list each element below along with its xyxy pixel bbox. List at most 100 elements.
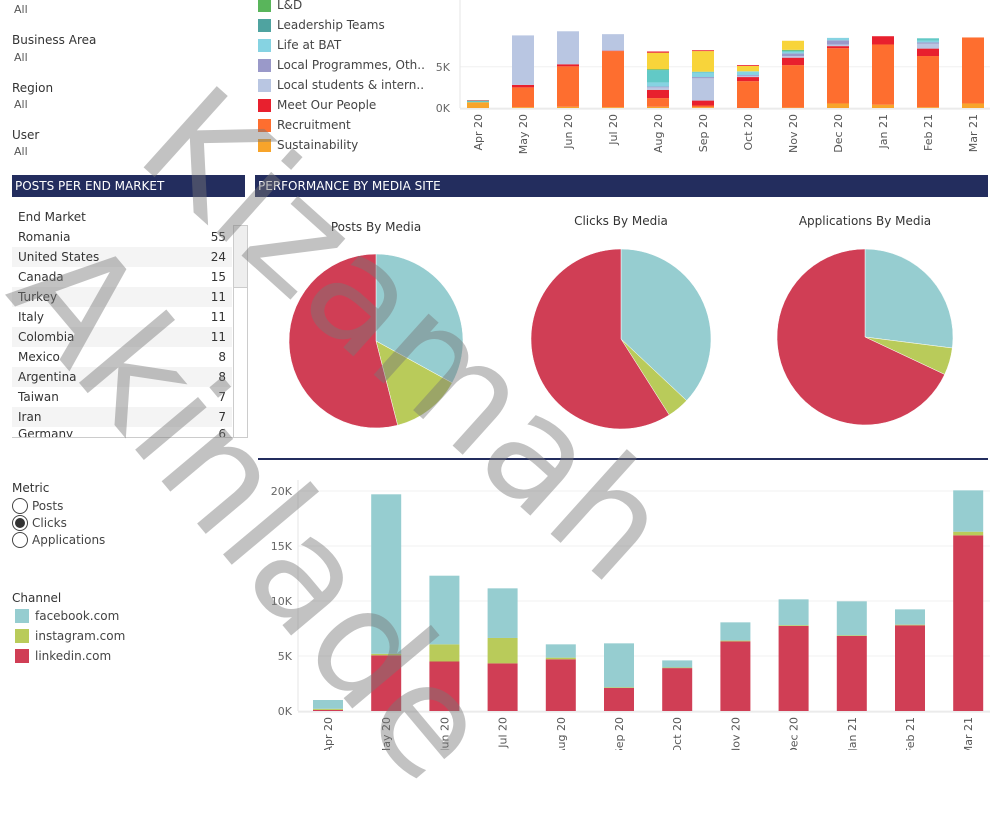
bar-segment[interactable] bbox=[827, 46, 849, 48]
bar-segment[interactable] bbox=[737, 66, 759, 71]
bar-segment[interactable] bbox=[647, 87, 669, 89]
bar-segment[interactable] bbox=[647, 53, 669, 70]
bar-segment[interactable] bbox=[662, 668, 692, 669]
bar-segment[interactable] bbox=[737, 72, 759, 75]
bar-segment[interactable] bbox=[779, 599, 809, 625]
bar-segment[interactable] bbox=[692, 78, 714, 100]
bar-segment[interactable] bbox=[313, 700, 343, 709]
bar-segment[interactable] bbox=[467, 101, 489, 103]
bar-segment[interactable] bbox=[488, 588, 518, 638]
bar-segment[interactable] bbox=[602, 34, 624, 51]
bar-segment[interactable] bbox=[737, 81, 759, 108]
bar-segment[interactable] bbox=[557, 66, 579, 106]
bar-segment[interactable] bbox=[647, 70, 669, 82]
bar-segment[interactable] bbox=[872, 36, 894, 44]
bar-segment[interactable] bbox=[872, 44, 894, 104]
bar-segment[interactable] bbox=[917, 38, 939, 40]
bar-segment[interactable] bbox=[827, 40, 849, 44]
bar-segment[interactable] bbox=[895, 609, 925, 624]
bar-segment[interactable] bbox=[827, 44, 849, 46]
bar-segment[interactable] bbox=[962, 37, 984, 103]
bar-segment[interactable] bbox=[720, 641, 750, 711]
bar-segment[interactable] bbox=[692, 107, 714, 108]
bar-segment[interactable] bbox=[512, 85, 534, 87]
bar-segment[interactable] bbox=[602, 51, 624, 107]
bar-segment[interactable] bbox=[737, 76, 759, 77]
bar-segment[interactable] bbox=[782, 52, 804, 54]
bar-segment[interactable] bbox=[782, 50, 804, 51]
bar-segment[interactable] bbox=[917, 44, 939, 49]
bar-segment[interactable] bbox=[602, 107, 624, 108]
bar-segment[interactable] bbox=[557, 31, 579, 64]
bar-segment[interactable] bbox=[837, 635, 867, 636]
bar-segment[interactable] bbox=[313, 709, 343, 710]
bar-segment[interactable] bbox=[647, 87, 669, 88]
bar-segment[interactable] bbox=[647, 90, 669, 98]
bar-segment[interactable] bbox=[917, 107, 939, 108]
bar-segment[interactable] bbox=[953, 532, 983, 536]
bar-segment[interactable] bbox=[917, 56, 939, 107]
pie-slice-facebook[interactable] bbox=[865, 249, 953, 348]
bar-segment[interactable] bbox=[512, 87, 534, 107]
bar-segment[interactable] bbox=[827, 48, 849, 103]
bar-segment[interactable] bbox=[782, 54, 804, 56]
bar-segment[interactable] bbox=[371, 494, 401, 654]
bar-segment[interactable] bbox=[917, 49, 939, 56]
bar-segment[interactable] bbox=[692, 73, 714, 78]
bar-segment[interactable] bbox=[488, 663, 518, 711]
bar-segment[interactable] bbox=[782, 58, 804, 65]
bar-segment[interactable] bbox=[779, 625, 809, 626]
bar-segment[interactable] bbox=[467, 102, 489, 108]
bar-segment[interactable] bbox=[546, 659, 576, 711]
bar-segment[interactable] bbox=[953, 490, 983, 531]
bar-segment[interactable] bbox=[720, 641, 750, 642]
bar-segment[interactable] bbox=[917, 42, 939, 43]
bar-segment[interactable] bbox=[647, 98, 669, 107]
bar-segment[interactable] bbox=[371, 654, 401, 656]
bar-segment[interactable] bbox=[647, 82, 669, 86]
bar-segment[interactable] bbox=[557, 107, 579, 108]
bar-segment[interactable] bbox=[488, 638, 518, 663]
bar-segment[interactable] bbox=[692, 101, 714, 106]
bar-segment[interactable] bbox=[647, 51, 669, 52]
bar-segment[interactable] bbox=[737, 65, 759, 66]
bar-segment[interactable] bbox=[546, 644, 576, 657]
bar-segment[interactable] bbox=[895, 625, 925, 626]
bar-segment[interactable] bbox=[313, 710, 343, 711]
bar-segment[interactable] bbox=[557, 64, 579, 66]
bar-segment[interactable] bbox=[827, 38, 849, 40]
bar-segment[interactable] bbox=[782, 41, 804, 50]
bar-segment[interactable] bbox=[662, 668, 692, 711]
bar-segment[interactable] bbox=[782, 65, 804, 107]
bar-segment[interactable] bbox=[546, 658, 576, 660]
bar-segment[interactable] bbox=[782, 56, 804, 58]
bar-segment[interactable] bbox=[692, 106, 714, 108]
bar-segment[interactable] bbox=[429, 644, 459, 661]
bar-segment[interactable] bbox=[429, 662, 459, 712]
bar-segment[interactable] bbox=[662, 660, 692, 667]
bar-segment[interactable] bbox=[737, 75, 759, 76]
bar-segment[interactable] bbox=[953, 535, 983, 711]
bar-segment[interactable] bbox=[604, 688, 634, 711]
bar-segment[interactable] bbox=[917, 41, 939, 43]
bar-segment[interactable] bbox=[895, 625, 925, 711]
bar-segment[interactable] bbox=[737, 77, 759, 81]
bar-segment[interactable] bbox=[692, 72, 714, 73]
bar-segment[interactable] bbox=[429, 576, 459, 645]
bar-segment[interactable] bbox=[837, 601, 867, 635]
bar-segment[interactable] bbox=[371, 655, 401, 711]
bar-segment[interactable] bbox=[692, 51, 714, 72]
bar-segment[interactable] bbox=[872, 105, 894, 108]
bar-segment[interactable] bbox=[779, 626, 809, 711]
bar-segment[interactable] bbox=[827, 103, 849, 108]
bar-segment[interactable] bbox=[647, 69, 669, 70]
bar-segment[interactable] bbox=[720, 622, 750, 640]
bar-segment[interactable] bbox=[692, 77, 714, 78]
bar-segment[interactable] bbox=[692, 50, 714, 51]
bar-segment[interactable] bbox=[604, 687, 634, 688]
bar-segment[interactable] bbox=[837, 636, 867, 711]
bar-segment[interactable] bbox=[604, 643, 634, 687]
bar-segment[interactable] bbox=[962, 103, 984, 108]
bar-segment[interactable] bbox=[782, 51, 804, 52]
bar-segment[interactable] bbox=[512, 107, 534, 108]
